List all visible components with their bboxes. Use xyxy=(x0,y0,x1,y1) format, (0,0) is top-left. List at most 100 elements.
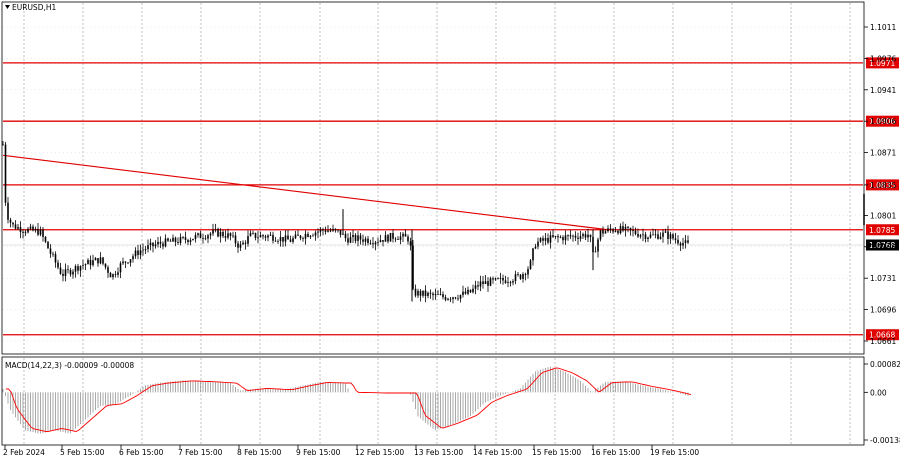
candle-body xyxy=(59,267,62,274)
candle-body xyxy=(79,265,82,271)
candle-body xyxy=(557,236,559,238)
candle-body xyxy=(267,235,269,238)
candle-body xyxy=(214,228,217,230)
symbol-dropdown-icon[interactable] xyxy=(5,5,10,9)
candle-body xyxy=(409,241,412,246)
candle-body xyxy=(354,234,357,241)
candle-body xyxy=(202,238,204,239)
level-price-tag xyxy=(866,57,899,69)
candle-body xyxy=(634,230,637,234)
candle-body xyxy=(99,257,102,264)
candle-body xyxy=(29,226,32,229)
candle-body xyxy=(502,277,504,281)
horizontal-levels[interactable]: 1.0971 1.0906 1.0835 1.0785 1.0668 1.0768 xyxy=(3,57,899,341)
price-candles xyxy=(2,141,865,304)
candle-body xyxy=(162,243,164,247)
candle-body xyxy=(92,260,94,266)
candle-body xyxy=(262,235,264,237)
macd-tick-label: 0.00 xyxy=(870,388,887,397)
candle-body xyxy=(649,234,652,238)
candle-body xyxy=(312,235,314,237)
candle-body xyxy=(459,295,462,299)
candle-body xyxy=(402,233,404,237)
candle-body xyxy=(239,244,242,248)
level-price-tag xyxy=(866,115,899,127)
candle-body xyxy=(317,231,319,233)
candle-body xyxy=(257,237,259,239)
candle-body xyxy=(154,244,157,247)
candle-body xyxy=(272,234,274,241)
candle-body xyxy=(582,234,584,237)
candle-body xyxy=(247,236,249,244)
candle-body xyxy=(527,268,529,275)
candle-body xyxy=(237,243,239,248)
candle-body xyxy=(199,233,202,239)
candle-body xyxy=(547,237,549,243)
price-tick-label: 1.0906 xyxy=(870,117,896,126)
candle-body xyxy=(654,234,657,236)
candle-body xyxy=(299,235,302,239)
candle-body xyxy=(627,226,629,228)
candle-body xyxy=(554,236,557,237)
candle-body xyxy=(7,202,9,220)
candle-body xyxy=(284,235,287,242)
candle-body xyxy=(42,229,44,237)
level-price-label: 1.0906 xyxy=(869,117,895,126)
downtrend-line[interactable] xyxy=(2,154,609,231)
candle-body xyxy=(44,236,47,242)
candle-body xyxy=(122,261,124,264)
candle-body xyxy=(27,228,29,233)
candle-body xyxy=(337,229,339,231)
price-tick-label: 1.0766 xyxy=(870,243,896,252)
candle-body xyxy=(177,242,179,243)
candle-body xyxy=(464,291,467,294)
current-price-tag xyxy=(866,239,899,251)
candle-body xyxy=(624,226,627,231)
candle-body xyxy=(632,230,634,232)
candle-body xyxy=(387,235,389,242)
candle-body xyxy=(629,227,632,231)
time-axis: 2 Feb 2024 5 Feb 15:00 6 Feb 15:00 7 Feb 15… xyxy=(3,445,699,457)
candle-body xyxy=(537,241,539,247)
time-tick-label: 15 Feb 15:00 xyxy=(532,448,581,457)
candle-body xyxy=(244,242,247,244)
candle-body xyxy=(242,242,244,245)
candle-body xyxy=(609,228,612,230)
candle-body xyxy=(134,250,137,257)
candle-body xyxy=(667,231,669,239)
candle-body xyxy=(232,235,234,237)
time-tick-label: 19 Feb 15:00 xyxy=(650,448,699,457)
candle-body xyxy=(194,235,197,239)
macd-tick-label: 0.00082 xyxy=(870,360,900,369)
macd-title: MACD(14,22,3) -0.00009 -0.00008 xyxy=(5,361,134,370)
candle-body xyxy=(454,297,457,299)
candle-body xyxy=(369,242,372,244)
time-tick-label: 6 Feb 15:00 xyxy=(119,448,164,457)
candle-body xyxy=(407,236,409,242)
time-tick-label: 5 Feb 15:00 xyxy=(60,448,105,457)
candle-body xyxy=(604,231,607,234)
level-price-tag xyxy=(866,224,899,236)
candle-body xyxy=(334,228,337,230)
candle-body xyxy=(457,298,459,300)
candle-body xyxy=(102,257,104,264)
candle-body xyxy=(197,233,199,236)
candle-body xyxy=(447,298,449,300)
candle-body xyxy=(617,230,619,234)
candle-body xyxy=(397,239,399,240)
candle-body xyxy=(472,288,474,293)
trendline[interactable] xyxy=(2,154,609,231)
candle-body xyxy=(559,237,562,238)
candle-body xyxy=(62,273,64,277)
candle-body xyxy=(174,237,177,243)
macd-histogram xyxy=(2,366,692,434)
candle-body xyxy=(532,248,534,261)
candle-body xyxy=(679,243,682,246)
price-tick-label: 1.0941 xyxy=(870,86,896,95)
candle-body xyxy=(642,234,644,236)
price-tick-label: 1.0731 xyxy=(870,274,896,283)
candle-body xyxy=(504,280,507,283)
candle-body xyxy=(424,290,427,297)
candle-body xyxy=(487,281,489,286)
